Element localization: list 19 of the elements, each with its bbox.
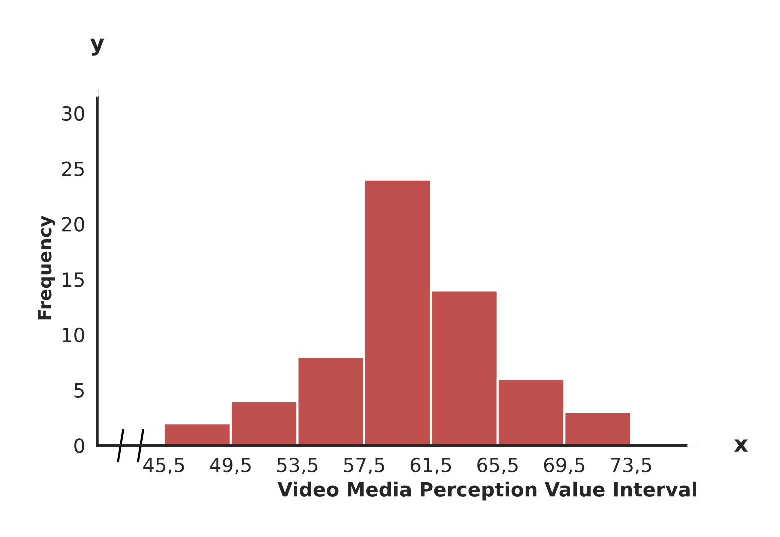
text: x (734, 440, 748, 452)
y-tick-label: 10 (63, 328, 84, 343)
y-tick-label: 5 (74, 384, 84, 398)
x-tick-label: 69,5 (544, 458, 585, 475)
x-tick-label: 53,5 (278, 458, 318, 475)
y-tick-label: 20 (62, 217, 84, 232)
text: y (90, 38, 104, 56)
y-tick-label: 30 (62, 106, 84, 122)
x-tick-label: 45,5 (144, 458, 184, 475)
x-axis-title: Video Media Perception Value Interval (278, 482, 696, 501)
y-tick-label: 25 (62, 162, 84, 176)
x-tick-label: 65,5 (478, 458, 518, 475)
y-tick-label: 0 (74, 438, 84, 454)
x-tick-label: 57,5 (344, 458, 384, 475)
x-tick-label: 73,5 (611, 458, 652, 475)
x-tick-label: 61,5 (410, 458, 452, 475)
y-axis-title: Frequency (38, 216, 56, 320)
x-tick-label: 49,5 (210, 458, 251, 475)
y-tick-label: 15 (63, 272, 84, 288)
